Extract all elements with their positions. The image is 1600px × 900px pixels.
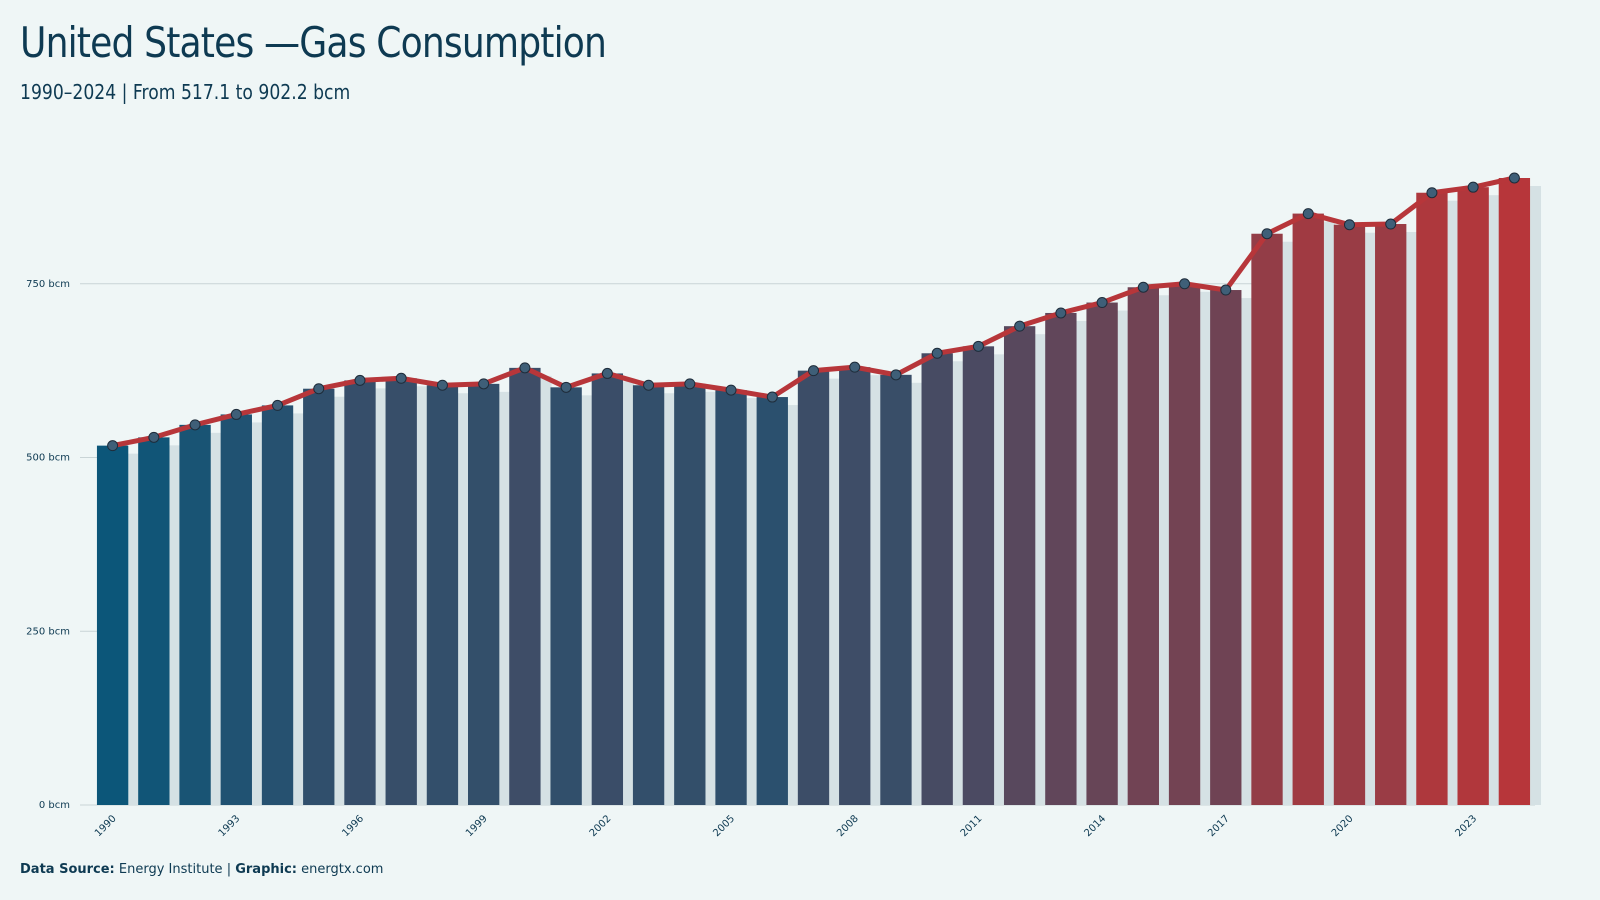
data-point — [313, 383, 325, 395]
bar — [261, 405, 294, 805]
bar — [1086, 302, 1118, 805]
x-tick-label: 2005 — [711, 813, 737, 839]
data-point — [849, 361, 861, 373]
data-point — [808, 365, 819, 377]
x-tick-label: 1993 — [217, 813, 243, 839]
bars — [96, 178, 1542, 806]
bar — [1416, 192, 1448, 805]
source-label: Data Source: — [20, 862, 115, 877]
bar — [1292, 213, 1324, 806]
bar — [1168, 283, 1201, 805]
data-point — [1261, 228, 1273, 240]
bar — [1457, 187, 1489, 805]
bar — [179, 424, 211, 805]
data-point — [766, 391, 778, 403]
y-tick-label: 750 bcm — [26, 279, 70, 290]
x-tick-label: 2014 — [1082, 813, 1108, 839]
data-point — [725, 384, 737, 396]
x-tick-label: 2008 — [835, 813, 861, 839]
bar — [632, 385, 665, 805]
data-point — [189, 419, 201, 431]
bar — [1127, 287, 1159, 806]
x-tick-label: 2020 — [1330, 813, 1356, 839]
graphic-value: energtx.com — [301, 862, 384, 877]
bar — [756, 397, 788, 805]
data-point — [1055, 307, 1067, 319]
bar — [880, 374, 912, 805]
bar — [1498, 178, 1531, 805]
data-point — [643, 379, 655, 391]
data-point — [1508, 172, 1520, 184]
bar — [921, 353, 953, 805]
data-point — [1137, 281, 1149, 293]
data-point — [395, 372, 407, 384]
bar — [1045, 312, 1077, 805]
bar — [839, 367, 871, 805]
bar — [220, 414, 252, 805]
data-point — [478, 378, 490, 390]
bar — [674, 383, 706, 805]
data-point — [519, 362, 531, 374]
bar — [426, 385, 459, 805]
data-point — [272, 399, 284, 411]
data-point — [107, 440, 119, 452]
source-value: Energy Institute — [118, 862, 223, 877]
y-axis-ticks: 0 bcm 250 bcm 500 bcm 750 bcm — [26, 279, 70, 811]
bar — [797, 370, 830, 805]
bar — [509, 367, 541, 805]
x-tick-label: 1996 — [340, 813, 366, 839]
footer-separator: | — [226, 862, 232, 877]
data-point — [560, 381, 572, 393]
data-point — [1385, 218, 1397, 230]
bar — [344, 380, 376, 805]
data-point — [1426, 187, 1438, 199]
bar — [1375, 224, 1407, 806]
data-point — [601, 367, 613, 379]
x-tick-label: 2023 — [1454, 813, 1480, 839]
bar — [138, 437, 170, 805]
bar — [1333, 224, 1366, 805]
x-axis-ticks: 1990 1993 1996 1999 2002 2005 2008 2011 2014 2017… — [93, 813, 1479, 839]
footer: Data Source: Energy Institute | Graphic:… — [20, 862, 383, 877]
chart-title: United States —Gas Consumption — [20, 18, 607, 67]
graphic-label: Graphic: — [235, 862, 297, 877]
data-point — [972, 340, 984, 352]
data-point — [1179, 278, 1191, 290]
bar — [591, 373, 624, 805]
chart-subtitle: 1990–2024 | From 517.1 to 902.2 bcm — [20, 80, 351, 104]
bar — [550, 387, 582, 805]
markers — [107, 172, 1520, 452]
data-point — [354, 374, 366, 386]
data-point — [148, 431, 160, 443]
data-point — [931, 347, 943, 359]
bar — [1251, 233, 1283, 805]
data-point — [1343, 219, 1355, 231]
data-point — [230, 408, 242, 420]
data-point — [1096, 297, 1108, 309]
bar — [715, 390, 747, 805]
y-tick-label: 250 bcm — [26, 626, 70, 637]
x-tick-label: 2002 — [588, 813, 614, 839]
bar — [1210, 290, 1242, 805]
data-point — [1467, 181, 1479, 193]
data-point — [684, 378, 696, 390]
y-tick-label: 500 bcm — [26, 453, 70, 464]
data-point — [1220, 284, 1232, 296]
data-point — [436, 379, 448, 391]
data-point — [890, 369, 902, 381]
x-tick-label: 2011 — [959, 813, 985, 839]
bar — [303, 388, 335, 805]
bar — [96, 445, 129, 805]
bar — [962, 346, 995, 805]
x-tick-label: 2017 — [1206, 813, 1232, 839]
bar — [1003, 326, 1036, 805]
x-tick-label: 1999 — [464, 813, 490, 839]
y-tick-label: 0 bcm — [39, 800, 70, 811]
data-point — [1302, 208, 1314, 220]
x-tick-label: 1990 — [93, 813, 119, 839]
data-point — [1014, 320, 1026, 332]
bar — [468, 383, 500, 805]
bar — [385, 378, 417, 805]
